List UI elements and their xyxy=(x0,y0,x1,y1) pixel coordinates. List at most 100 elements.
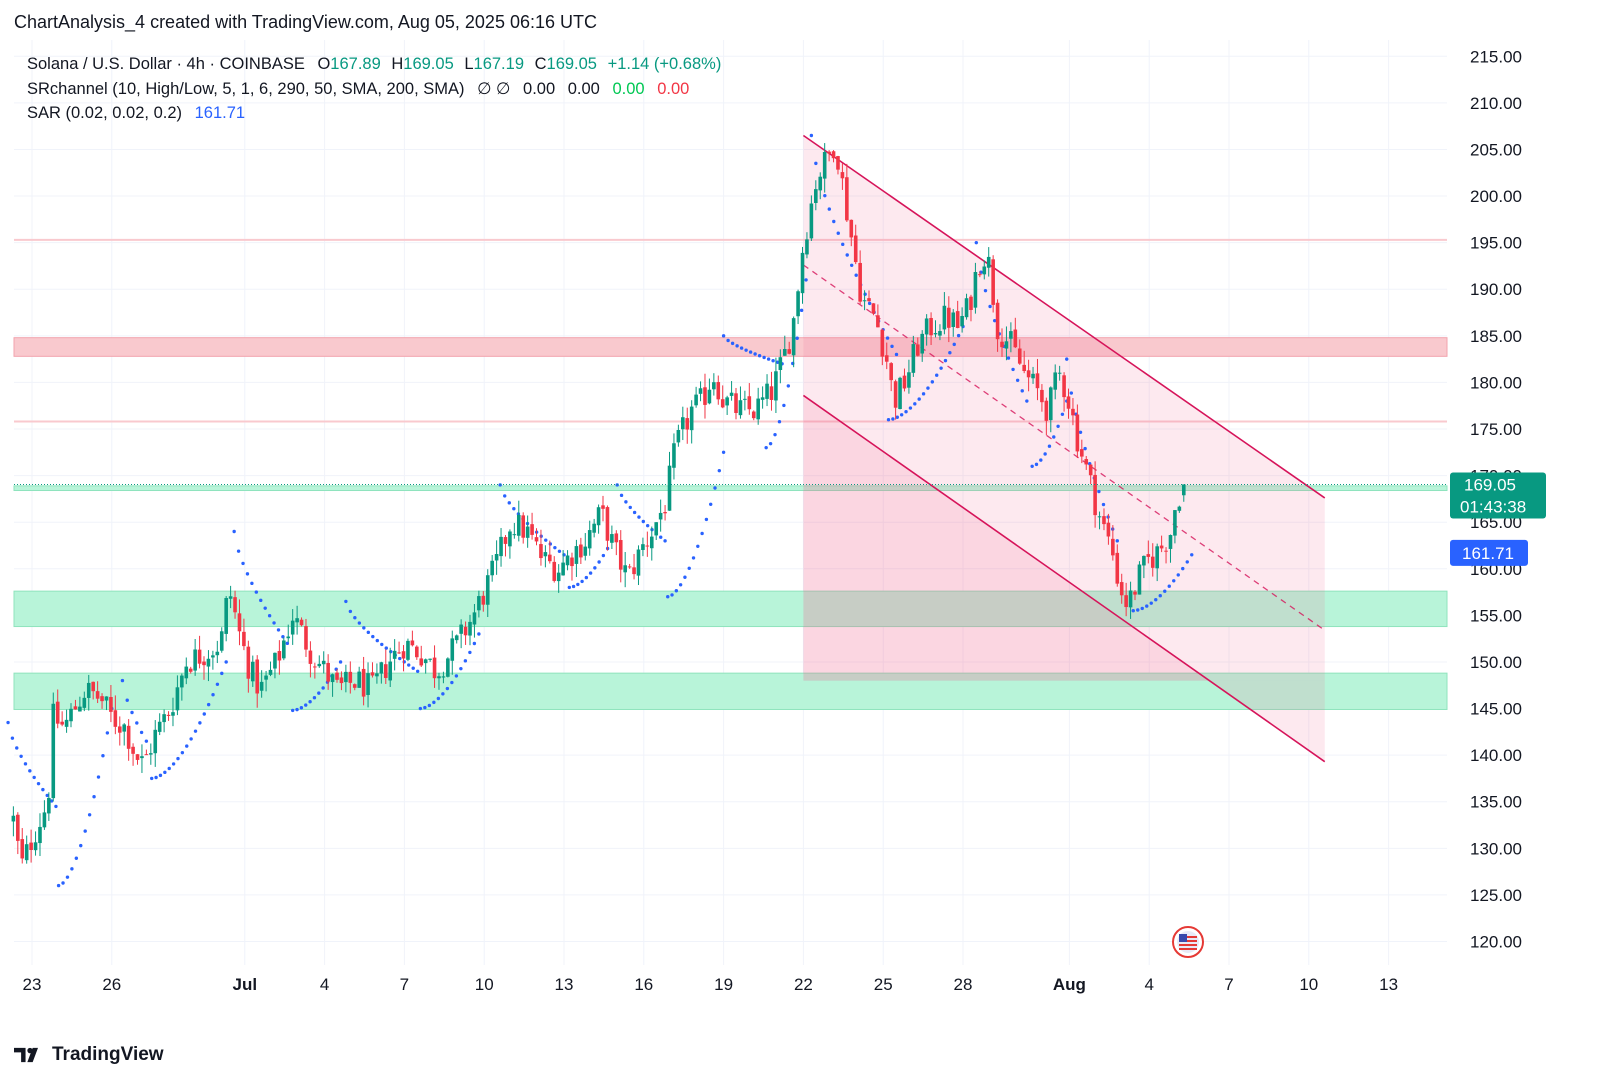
candle-body xyxy=(1048,387,1053,421)
candle-body xyxy=(1062,375,1066,398)
sar-dot xyxy=(92,795,96,799)
flag-stripe xyxy=(1179,944,1197,946)
srchannel-row[interactable]: SRchannel (10, High/Low, 5, 1, 6, 290, 5… xyxy=(27,77,721,102)
candle-body xyxy=(840,172,845,179)
candle-body xyxy=(401,651,406,659)
sar-dot xyxy=(139,730,144,735)
time-axis[interactable]: 23 26 Jul 4 7 10 13 16 19 22 25 28 Aug 4 7 10 13 xyxy=(23,975,1399,994)
sar-dot xyxy=(19,754,23,759)
sar-dot xyxy=(321,686,325,690)
candle-body xyxy=(1013,329,1018,348)
close-label: C xyxy=(534,55,547,73)
candle-body xyxy=(884,355,889,362)
candle-body xyxy=(667,465,672,511)
candle-body xyxy=(1137,564,1142,595)
sar-dot xyxy=(917,397,921,401)
sar-dot xyxy=(943,358,948,363)
candle-body xyxy=(543,552,548,557)
candle-body xyxy=(20,839,25,859)
candle-body xyxy=(441,676,446,678)
tradingview-footer[interactable]: TradingView xyxy=(14,1044,164,1066)
candle-body xyxy=(273,652,277,669)
sar-dot xyxy=(259,598,263,603)
sar-dot xyxy=(930,380,935,384)
candle-body xyxy=(1146,554,1151,557)
sar-dot xyxy=(120,678,125,683)
candle-body xyxy=(596,507,601,526)
sar-dot xyxy=(366,630,371,635)
sar-dot xyxy=(921,392,926,396)
sar-dot xyxy=(814,161,818,166)
candle-body xyxy=(135,754,140,760)
candle-body xyxy=(592,523,596,533)
candle-body xyxy=(477,596,481,611)
candle-body xyxy=(60,721,64,725)
candle-body xyxy=(787,349,792,354)
candle-body xyxy=(1017,348,1022,364)
candle-body xyxy=(663,511,667,514)
candle-body xyxy=(627,566,632,568)
event-markers[interactable] xyxy=(1172,926,1204,958)
sar-dot xyxy=(6,720,10,725)
sar-dot xyxy=(276,628,281,632)
candle-body xyxy=(960,315,964,327)
sar-dot xyxy=(597,560,601,564)
candle-body xyxy=(224,598,228,634)
sar-dot xyxy=(899,413,904,417)
candle-body xyxy=(1097,516,1102,518)
symbol-row[interactable]: Solana / U.S. Dollar · 4h · COINBASE O16… xyxy=(27,52,721,77)
sar-dot xyxy=(935,373,939,377)
candle-body xyxy=(1164,550,1168,552)
sar-dot xyxy=(375,638,380,643)
candle-body xyxy=(144,754,149,756)
candle-body xyxy=(814,189,818,203)
x-tick-label: 13 xyxy=(555,975,574,994)
sar-dot xyxy=(272,621,276,625)
sar-dot xyxy=(624,500,628,504)
candle-body xyxy=(423,659,428,664)
sar-dot xyxy=(163,770,167,775)
sar-dot xyxy=(450,680,454,685)
open-value: 167.89 xyxy=(330,55,381,73)
candle-body xyxy=(242,631,246,647)
sar-dot xyxy=(167,766,171,771)
sar-dot xyxy=(1149,601,1153,605)
candle-body xyxy=(131,746,135,754)
x-tick-label: 28 xyxy=(954,975,973,994)
candle-body xyxy=(428,658,432,660)
sar-dot xyxy=(619,493,624,498)
sar-dot xyxy=(659,535,663,539)
sar-dot xyxy=(357,621,362,625)
sar-dot xyxy=(895,415,899,419)
sar-dot xyxy=(180,750,185,755)
candle-body xyxy=(845,177,849,221)
candle-body xyxy=(769,386,774,400)
sar-dot xyxy=(948,351,952,355)
last-price-label: 169.05 xyxy=(1464,475,1516,494)
sar-dot xyxy=(15,746,19,750)
tradingview-brand: TradingView xyxy=(52,1044,164,1065)
sar-dot xyxy=(398,656,402,661)
srchannel-empty-icons: ∅ ∅ xyxy=(477,79,511,98)
sar-dot xyxy=(721,450,726,455)
candle-body xyxy=(915,344,920,356)
sar-dot xyxy=(436,696,441,701)
sar-dot xyxy=(557,549,562,553)
sar-dot xyxy=(632,510,637,515)
sar-dot xyxy=(748,350,753,354)
sar-row[interactable]: SAR (0.02, 0.02, 0.2) 161.71 xyxy=(27,101,721,126)
sar-dot xyxy=(717,468,722,473)
candlesticks xyxy=(11,143,1186,864)
sar-dot xyxy=(1176,573,1180,577)
price-axis[interactable]: 215.00 210.00 205.00 200.00 195.00 190.00 185.… xyxy=(1450,47,1546,952)
sar-dot xyxy=(956,333,961,338)
candle-body xyxy=(760,397,765,400)
sar-dot xyxy=(236,549,241,553)
candle-body xyxy=(689,406,694,431)
sar-dot xyxy=(939,366,943,370)
candle-body xyxy=(468,621,472,636)
channel-mid-line xyxy=(803,264,1326,631)
sar-dot xyxy=(171,762,176,766)
sar-dot xyxy=(827,207,831,211)
